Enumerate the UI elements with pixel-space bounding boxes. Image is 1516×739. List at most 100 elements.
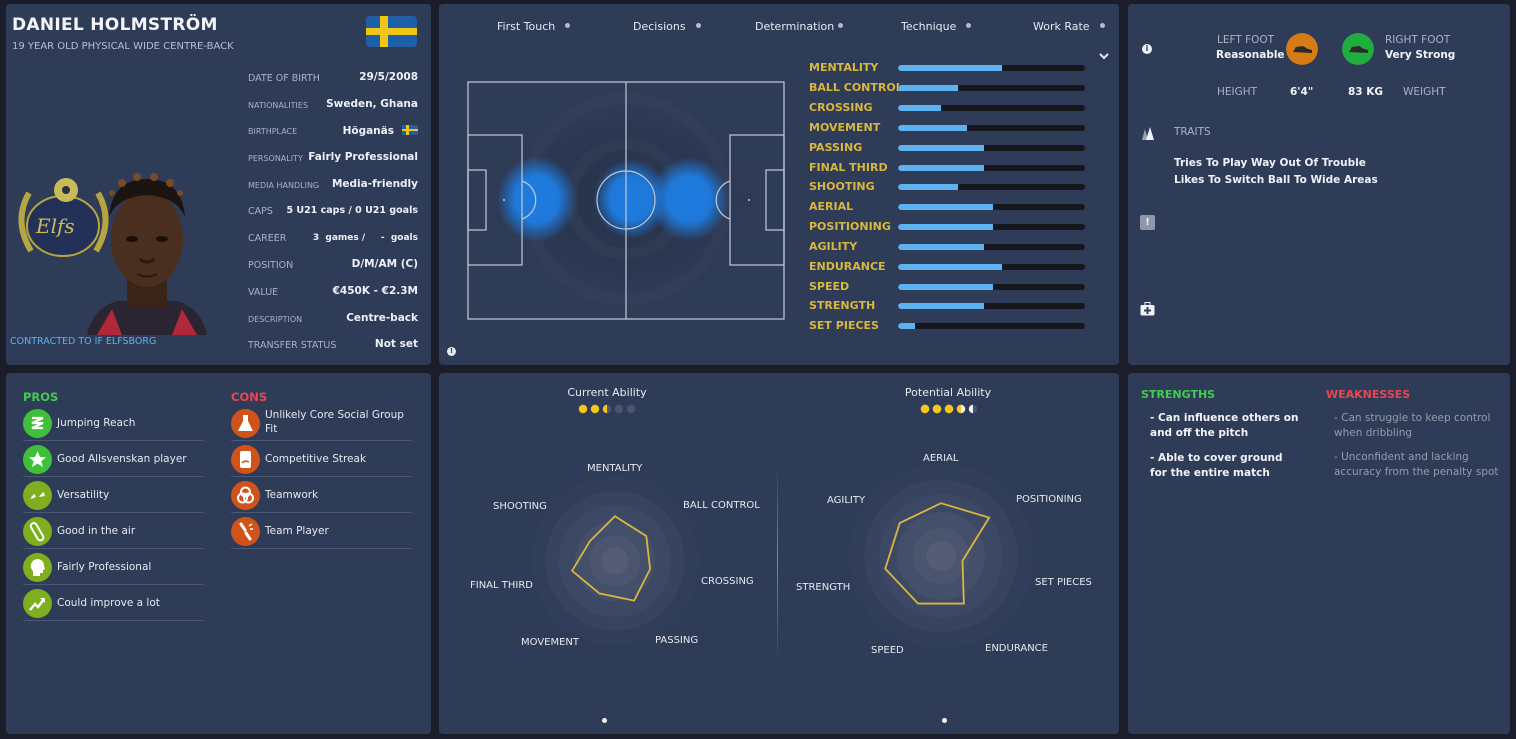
attribute-bar-label: SHOOTING [809,180,875,193]
attribute-bar-row: AERIAL [809,200,1089,214]
attribute-bar-label: MOVEMENT [809,121,881,134]
position-label: POSITION [248,260,294,271]
attribute-bar-row: POSITIONING [809,220,1089,234]
pro-item[interactable]: Fairly Professional [23,549,204,585]
description-label: DESCRIPTION [248,315,303,324]
left-boot-icon [1286,33,1318,65]
key-attribute[interactable]: Decisions [633,20,701,33]
pro-item[interactable]: Good Allsvenskan player [23,441,204,477]
star-icon [614,404,624,414]
medical-kit-icon[interactable] [1140,302,1155,316]
value-label: VALUE [248,287,279,298]
pro-item[interactable]: Good in the air [23,513,204,549]
attribute-bar-row: CROSSING [809,101,1089,115]
weakness-item: - Can struggle to keep control when drib… [1334,412,1491,439]
chevron-down-icon[interactable] [1098,52,1110,60]
key-attribute-label: Work Rate [1033,20,1090,33]
key-attribute[interactable]: Technique [901,20,972,33]
dot-icon [966,23,972,28]
radar-axis-label: BALL CONTROL [683,500,760,511]
player-subtitle: 19 YEAR OLD PHYSICAL WIDE CENTRE-BACK [12,41,234,52]
attribute-bar-row: PASSING [809,141,1089,155]
attribute-bar-row: MOVEMENT [809,121,1089,135]
dot-icon [565,23,571,28]
attribute-bar-label: AERIAL [809,200,854,213]
con-label: Unlikely Core Social Group Fit [265,409,404,435]
strength-item: - Can influence others on and off the pi… [1150,412,1299,439]
sweden-flag-icon [366,16,417,47]
pro-label: Jumping Reach [57,417,136,429]
star-icon [968,404,978,414]
warning-icon[interactable]: ! [1140,215,1155,230]
key-attribute[interactable]: First Touch [497,20,571,33]
help-icon[interactable]: ! [447,347,456,356]
birthplace-value[interactable]: Höganäs [343,125,418,137]
key-attribute[interactable]: Work Rate [1033,20,1105,33]
player-portrait [87,173,207,335]
media-handling-value: Media-friendly [331,178,418,190]
left-foot-label: LEFT FOOT [1217,34,1275,46]
con-item[interactable]: Unlikely Core Social Group Fit [231,405,412,441]
key-attribute-label: Determination [755,20,835,33]
attribute-bar-fill [898,224,993,230]
left-foot-value: Reasonable [1216,49,1285,61]
key-attribute-label: Decisions [633,20,686,33]
attribute-bar-track [898,224,1085,230]
pro-item[interactable]: Could improve a lot [23,585,204,621]
birthplace-label: BIRTHPLACE [248,127,298,136]
attribute-bar-track [898,264,1085,270]
svg-text:Elfs: Elfs [35,214,75,238]
head-icon [23,553,52,582]
radar-axis-label: MENTALITY [587,463,643,474]
attribute-bar-track [898,125,1085,131]
info-icon[interactable]: i [1142,44,1152,54]
attribute-bar-fill [898,65,1002,71]
con-item[interactable]: Team Player [231,513,412,549]
attribute-bar-fill [898,85,958,91]
star-icon [578,404,588,414]
radar-polygon [884,502,991,605]
attribute-bar-fill [898,264,1002,270]
club-crest-icon: Elfs [18,178,109,257]
traits-label: TRAITS [1174,126,1211,138]
con-item[interactable]: Teamwork [231,477,412,513]
attribute-bar-fill [898,244,984,250]
con-item[interactable]: Competitive Streak [231,441,412,477]
pro-item[interactable]: Versatility [23,477,204,513]
radar-axis-label: AERIAL [923,453,959,464]
radar-axis-label: FINAL THIRD [470,580,533,591]
pro-label: Versatility [57,489,110,501]
potential-ability-stars [920,404,978,414]
key-attribute[interactable]: Determination [755,20,844,33]
attribute-bar-fill [898,284,993,290]
heatmap-pitch [467,81,785,320]
star-icon [932,404,942,414]
right-foot-value: Very Strong [1385,49,1456,61]
attribute-bar-track [898,323,1085,329]
info-panel: i LEFT FOOT Reasonable RIGHT FOOT Very S… [1128,4,1510,365]
attribute-bar-track [898,303,1085,309]
star-icon [920,404,930,414]
attribute-bar-track [898,165,1085,171]
attribute-bar-fill [898,204,993,210]
career-value: 3 games / - goals [312,233,418,243]
contract-link[interactable]: CONTRACTED TO IF ELFSBORG [10,336,157,347]
position-value: D/M/AM (C) [351,258,418,270]
attribute-bar-row: BALL CONTROL [809,81,1089,95]
attribute-bar-track [898,284,1085,290]
strengths-weaknesses-panel: STRENGTHS WEAKNESSES - Can influence oth… [1128,373,1510,734]
page-dot[interactable] [942,718,947,723]
pro-label: Good in the air [57,525,136,537]
page-dot[interactable] [602,718,607,723]
pro-item[interactable]: Jumping Reach [23,405,204,441]
attribute-bar-row: ENDURANCE [809,260,1089,274]
attribute-bar-row: SPEED [809,280,1089,294]
radar-axis-label: SPEED [871,645,904,656]
weight-value: 83 KG [1348,86,1384,98]
dob-value: 29/5/2008 [359,71,418,83]
sweden-flag-icon [402,125,418,135]
nationalities-value[interactable]: Sweden, Ghana [326,98,418,110]
transfer-status-value[interactable]: Not set [374,338,418,350]
dot-icon [1099,23,1105,28]
pro-label: Could improve a lot [57,597,160,609]
